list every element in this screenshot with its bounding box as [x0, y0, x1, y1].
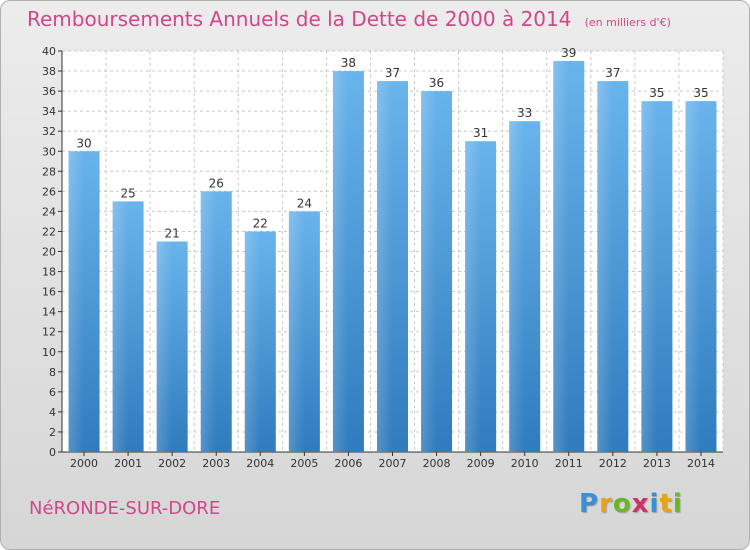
bar-value-label: 36 — [429, 76, 444, 90]
bar-highlight — [68, 151, 85, 452]
label-layer: 30 2000 25 2001 21 2002 26 2003 22 2004 24 2005 38 20… — [70, 46, 715, 470]
proxiti-logo[interactable]: Proxiti — [579, 489, 683, 519]
x-tick-label: 2005 — [290, 457, 318, 470]
bar-highlight — [112, 201, 129, 452]
x-tick-label: 2002 — [158, 457, 186, 470]
logo-letter: P — [579, 489, 600, 519]
bar-value-label: 38 — [341, 56, 356, 70]
chart-unit: (en milliers d'€) — [584, 16, 671, 29]
y-tick-label: 0 — [49, 446, 56, 459]
logo-letter: x — [631, 489, 650, 519]
bar-highlight — [332, 71, 349, 453]
commune-name: NéRONDE-SUR-DORE — [29, 498, 221, 519]
x-tick-label: 2003 — [202, 457, 230, 470]
bar-highlight — [509, 121, 525, 453]
x-tick-label: 2010 — [511, 457, 539, 470]
bar-highlight — [156, 241, 173, 452]
bar-value-label: 22 — [253, 216, 268, 230]
x-tick-label: 2006 — [334, 457, 362, 470]
bar-highlight — [200, 191, 217, 452]
bar-value-label: 25 — [120, 186, 135, 200]
bar-layer — [68, 61, 717, 453]
logo-letter: r — [599, 489, 613, 519]
chart-title: Remboursements Annuels de la Dette de 20… — [27, 7, 572, 31]
bar-highlight — [597, 81, 613, 452]
bar-highlight — [288, 211, 305, 452]
logo-letter: i — [672, 489, 683, 519]
bar-value-label: 33 — [517, 106, 532, 120]
y-tick-label: 28 — [42, 165, 56, 178]
y-tick-label: 30 — [42, 145, 56, 158]
bar-highlight — [421, 91, 437, 452]
bar-value-label: 35 — [693, 86, 708, 100]
y-tick-label: 12 — [42, 326, 56, 339]
x-tick-label: 2009 — [467, 457, 495, 470]
logo-letter: o — [612, 489, 632, 519]
bar-value-label: 26 — [209, 176, 224, 190]
x-tick-label: 2008 — [423, 457, 451, 470]
x-tick-label: 2001 — [114, 457, 142, 470]
x-tick-label: 2004 — [246, 457, 274, 470]
y-tick-label: 24 — [42, 205, 56, 218]
logo-letter: t — [659, 489, 673, 519]
x-tick-label: 2011 — [555, 457, 583, 470]
y-tick-label: 4 — [49, 406, 56, 419]
bar-value-label: 37 — [385, 66, 400, 80]
bar-highlight — [553, 61, 569, 453]
y-tick-label: 26 — [42, 185, 56, 198]
y-tick-label: 36 — [42, 85, 56, 98]
bar-value-label: 31 — [473, 126, 488, 140]
bar-highlight — [641, 101, 657, 452]
bar-value-label: 24 — [297, 196, 312, 210]
bar-highlight — [685, 101, 701, 452]
x-tick-label: 2007 — [379, 457, 407, 470]
x-tick-label: 2014 — [687, 457, 715, 470]
bar-value-label: 39 — [561, 46, 576, 60]
bar-highlight — [244, 231, 261, 452]
bar-value-label: 35 — [649, 86, 664, 100]
y-tick-label: 34 — [42, 105, 56, 118]
bar-value-label: 30 — [76, 136, 91, 150]
logo-letter: i — [649, 489, 660, 519]
y-tick-label: 32 — [42, 125, 56, 138]
bar-highlight — [377, 81, 393, 452]
bar-value-label: 21 — [165, 226, 180, 240]
y-tick-label: 16 — [42, 286, 56, 299]
y-tick-label: 38 — [42, 65, 56, 78]
y-tick-label: 2 — [49, 426, 56, 439]
y-tick-label: 18 — [42, 266, 56, 279]
bar-highlight — [465, 141, 481, 452]
x-tick-label: 2000 — [70, 457, 98, 470]
y-tick-label: 6 — [49, 386, 56, 399]
bar-value-label: 37 — [605, 66, 620, 80]
x-tick-label: 2012 — [599, 457, 627, 470]
title-row: Remboursements Annuels de la Dette de 20… — [27, 7, 671, 31]
y-tick-label: 22 — [42, 225, 56, 238]
y-tick-label: 10 — [42, 346, 56, 359]
y-tick-label: 14 — [42, 306, 56, 319]
y-tick-label: 20 — [42, 246, 56, 259]
y-tick-label: 40 — [42, 45, 56, 58]
y-tick-label: 8 — [49, 366, 56, 379]
x-tick-label: 2013 — [643, 457, 671, 470]
